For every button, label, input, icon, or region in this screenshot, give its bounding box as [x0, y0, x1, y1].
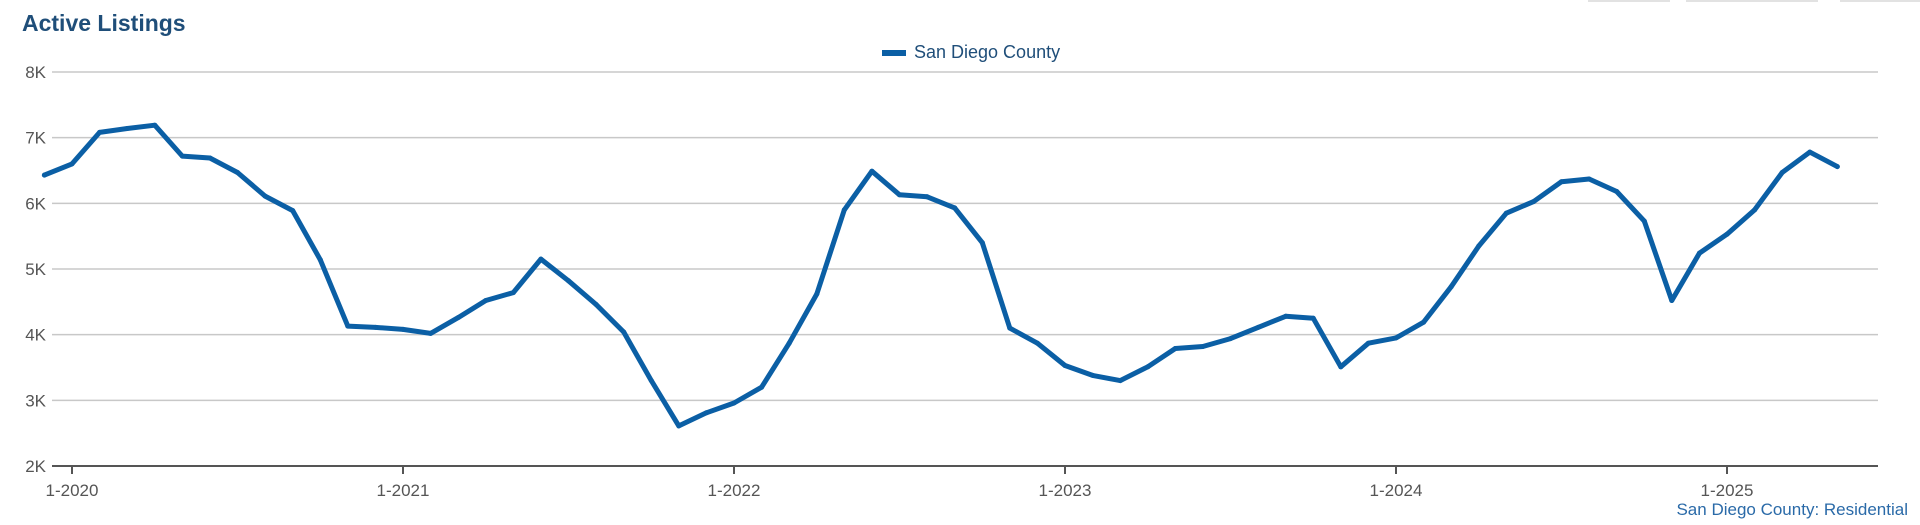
data-point — [345, 323, 351, 329]
data-point — [703, 410, 709, 416]
data-point — [841, 207, 847, 213]
x-tick-label: 1-2020 — [46, 481, 99, 500]
data-point — [924, 194, 930, 200]
data-point — [317, 257, 323, 263]
data-point — [952, 205, 958, 211]
data-point — [1503, 210, 1509, 216]
data-point — [621, 329, 627, 335]
data-point — [1779, 170, 1785, 175]
data-point — [1724, 231, 1730, 237]
data-point — [372, 324, 378, 330]
data-point — [566, 278, 571, 284]
data-point — [1476, 243, 1482, 249]
y-tick-label: 6K — [25, 194, 46, 213]
y-tick-label: 8K — [25, 63, 46, 82]
data-point — [1145, 364, 1151, 370]
data-point — [979, 240, 985, 246]
data-point — [124, 126, 130, 131]
data-point — [290, 208, 296, 214]
data-point — [235, 170, 240, 175]
data-point — [1834, 164, 1840, 170]
toolbar-tab[interactable] — [1588, 0, 1670, 2]
data-point — [1310, 315, 1316, 321]
y-tick-label: 7K — [25, 129, 46, 148]
data-point — [897, 192, 902, 198]
y-tick-label: 5K — [25, 260, 46, 279]
toolbar-tab[interactable] — [1840, 0, 1920, 2]
data-point — [1117, 378, 1123, 384]
data-point — [814, 291, 820, 297]
toolbar-tab[interactable] — [1686, 0, 1818, 2]
data-point — [1586, 176, 1592, 182]
data-point — [455, 315, 461, 321]
data-point — [483, 298, 489, 303]
data-point — [1365, 340, 1371, 346]
series-line — [41, 122, 1840, 429]
x-tick-label: 1-2022 — [708, 481, 761, 500]
data-point — [1421, 319, 1427, 325]
legend[interactable]: San Diego County — [882, 42, 1060, 63]
data-point — [731, 400, 737, 406]
y-tick-label: 4K — [25, 326, 46, 345]
data-point — [1062, 363, 1068, 368]
data-point — [1338, 364, 1344, 370]
data-point — [676, 423, 682, 429]
data-point — [759, 384, 765, 390]
legend-swatch — [882, 49, 906, 56]
x-tick-label: 1-2023 — [1039, 481, 1092, 500]
data-point — [1669, 298, 1675, 303]
y-tick-label: 2K — [25, 457, 46, 476]
data-point — [262, 193, 268, 199]
data-point — [1641, 218, 1647, 224]
data-point — [41, 172, 47, 178]
data-point — [1172, 346, 1178, 351]
y-tick-label: 3K — [25, 391, 46, 410]
data-point — [1090, 372, 1096, 378]
x-tick-label: 1-2025 — [1701, 481, 1754, 500]
legend-label: San Diego County — [914, 42, 1061, 62]
data-point — [152, 122, 158, 128]
data-point — [1614, 189, 1620, 194]
data-point — [1559, 179, 1564, 185]
data-point — [869, 168, 875, 174]
data-point — [1228, 336, 1233, 342]
data-point — [1531, 198, 1537, 204]
source-note[interactable]: San Diego County: Residential — [1676, 500, 1908, 519]
data-point — [786, 340, 792, 346]
data-point — [207, 155, 213, 161]
data-point — [428, 330, 434, 336]
data-point — [538, 256, 544, 262]
data-point — [400, 326, 406, 332]
data-point — [1283, 313, 1289, 319]
data-point — [69, 161, 75, 167]
x-tick-label: 1-2024 — [1370, 481, 1423, 500]
chart-title: Active Listings — [22, 10, 186, 36]
data-point — [1696, 250, 1702, 256]
data-point — [179, 153, 185, 159]
data-point — [1752, 207, 1758, 213]
x-tick-label: 1-2021 — [377, 481, 430, 500]
data-point — [510, 290, 516, 296]
data-point — [1393, 335, 1399, 341]
data-point — [1448, 284, 1454, 290]
data-point — [1034, 340, 1040, 346]
data-point — [1200, 344, 1206, 349]
data-point — [1007, 325, 1013, 331]
data-point — [593, 302, 599, 307]
data-point — [1255, 324, 1261, 330]
data-point — [97, 129, 103, 135]
data-point — [648, 378, 654, 384]
data-point — [1807, 149, 1813, 155]
